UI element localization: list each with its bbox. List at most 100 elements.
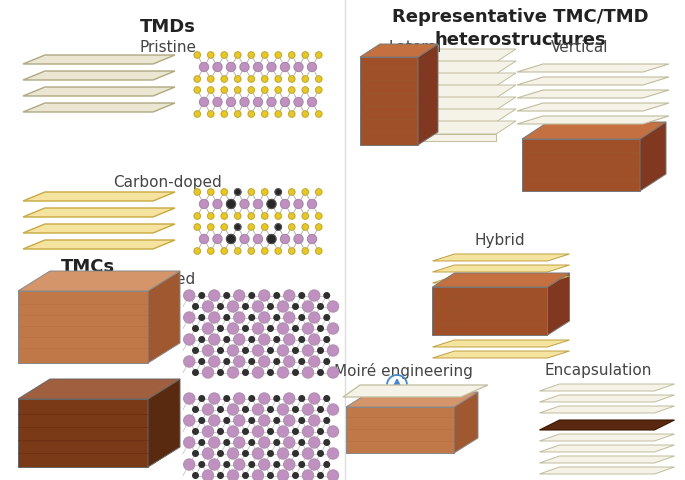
Circle shape: [227, 235, 236, 244]
Circle shape: [224, 440, 229, 445]
Circle shape: [318, 473, 323, 478]
Circle shape: [274, 440, 279, 445]
Circle shape: [224, 396, 229, 401]
Text: Pristine: Pristine: [99, 382, 156, 397]
Circle shape: [267, 98, 276, 107]
Circle shape: [208, 53, 214, 59]
Circle shape: [253, 470, 264, 480]
Circle shape: [203, 426, 214, 437]
Circle shape: [277, 367, 288, 378]
Circle shape: [199, 200, 208, 209]
Circle shape: [248, 111, 254, 118]
Circle shape: [302, 213, 308, 220]
Circle shape: [234, 459, 245, 470]
Circle shape: [208, 77, 214, 83]
Circle shape: [208, 213, 214, 220]
Circle shape: [268, 473, 273, 478]
Circle shape: [259, 334, 270, 345]
Circle shape: [316, 88, 322, 94]
Circle shape: [194, 213, 201, 220]
Circle shape: [213, 235, 222, 244]
Circle shape: [316, 53, 322, 59]
Circle shape: [218, 348, 223, 354]
Text: Vertical: Vertical: [551, 40, 609, 55]
Circle shape: [253, 301, 264, 312]
Circle shape: [259, 356, 270, 367]
Circle shape: [292, 429, 298, 434]
Circle shape: [275, 248, 282, 255]
Circle shape: [234, 77, 241, 83]
Circle shape: [318, 429, 323, 434]
Circle shape: [209, 356, 220, 367]
Circle shape: [280, 63, 290, 72]
Circle shape: [259, 437, 270, 448]
Circle shape: [242, 451, 248, 456]
Polygon shape: [346, 392, 478, 407]
Circle shape: [203, 404, 214, 415]
Circle shape: [249, 293, 255, 299]
Circle shape: [224, 293, 229, 299]
Polygon shape: [418, 110, 516, 123]
Circle shape: [249, 315, 255, 321]
Circle shape: [221, 77, 227, 83]
Circle shape: [184, 459, 195, 470]
Circle shape: [253, 235, 262, 244]
Circle shape: [227, 448, 238, 459]
Circle shape: [299, 359, 305, 364]
Circle shape: [308, 63, 316, 72]
Polygon shape: [18, 271, 180, 291]
Circle shape: [262, 111, 268, 118]
Circle shape: [288, 248, 295, 255]
Circle shape: [221, 213, 227, 220]
Circle shape: [302, 111, 308, 118]
Circle shape: [218, 304, 223, 310]
Circle shape: [199, 98, 208, 107]
Circle shape: [242, 473, 248, 478]
Circle shape: [303, 324, 314, 334]
Circle shape: [303, 345, 314, 356]
Text: Encapsulation: Encapsulation: [545, 362, 651, 377]
Polygon shape: [360, 58, 418, 146]
Circle shape: [284, 312, 295, 324]
Circle shape: [192, 429, 198, 434]
Polygon shape: [418, 122, 516, 135]
Polygon shape: [23, 88, 175, 97]
Circle shape: [292, 407, 298, 412]
Circle shape: [221, 224, 227, 231]
Circle shape: [194, 77, 201, 83]
Circle shape: [248, 88, 254, 94]
Circle shape: [199, 235, 208, 244]
Circle shape: [327, 367, 338, 378]
Text: TMCs: TMCs: [61, 257, 115, 276]
Circle shape: [267, 63, 276, 72]
Circle shape: [262, 213, 268, 220]
Circle shape: [275, 53, 282, 59]
Circle shape: [294, 98, 303, 107]
Circle shape: [208, 111, 214, 118]
Circle shape: [267, 200, 276, 209]
Polygon shape: [517, 104, 669, 112]
Circle shape: [302, 53, 308, 59]
Circle shape: [327, 301, 338, 312]
Polygon shape: [522, 140, 640, 192]
Circle shape: [299, 315, 305, 321]
Circle shape: [224, 359, 229, 364]
Circle shape: [268, 451, 273, 456]
Circle shape: [209, 415, 220, 426]
Text: Carbon-doped: Carbon-doped: [114, 175, 223, 190]
Circle shape: [234, 224, 241, 231]
Circle shape: [267, 235, 276, 244]
Circle shape: [316, 111, 322, 118]
Polygon shape: [432, 265, 569, 273]
Circle shape: [275, 111, 282, 118]
Polygon shape: [23, 56, 175, 65]
Circle shape: [259, 290, 270, 301]
Circle shape: [218, 326, 223, 332]
Circle shape: [299, 396, 305, 401]
Circle shape: [224, 337, 229, 343]
Circle shape: [288, 77, 295, 83]
Circle shape: [192, 451, 198, 456]
Circle shape: [234, 290, 245, 301]
Polygon shape: [517, 91, 669, 99]
Circle shape: [242, 429, 248, 434]
